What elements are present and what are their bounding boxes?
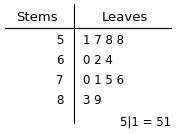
Text: 0 1 5 6: 0 1 5 6 (83, 74, 124, 87)
Text: 6: 6 (56, 54, 63, 67)
Text: 5: 5 (56, 34, 63, 47)
Text: 8: 8 (56, 94, 63, 107)
Text: Leaves: Leaves (102, 11, 148, 24)
Text: 7: 7 (56, 74, 63, 87)
Text: 0 2 4: 0 2 4 (83, 54, 113, 67)
Text: 5|1 = 51: 5|1 = 51 (120, 115, 171, 129)
Text: Stems: Stems (16, 11, 58, 24)
Text: 3 9: 3 9 (83, 94, 101, 107)
Text: 1 7 8 8: 1 7 8 8 (83, 34, 124, 47)
